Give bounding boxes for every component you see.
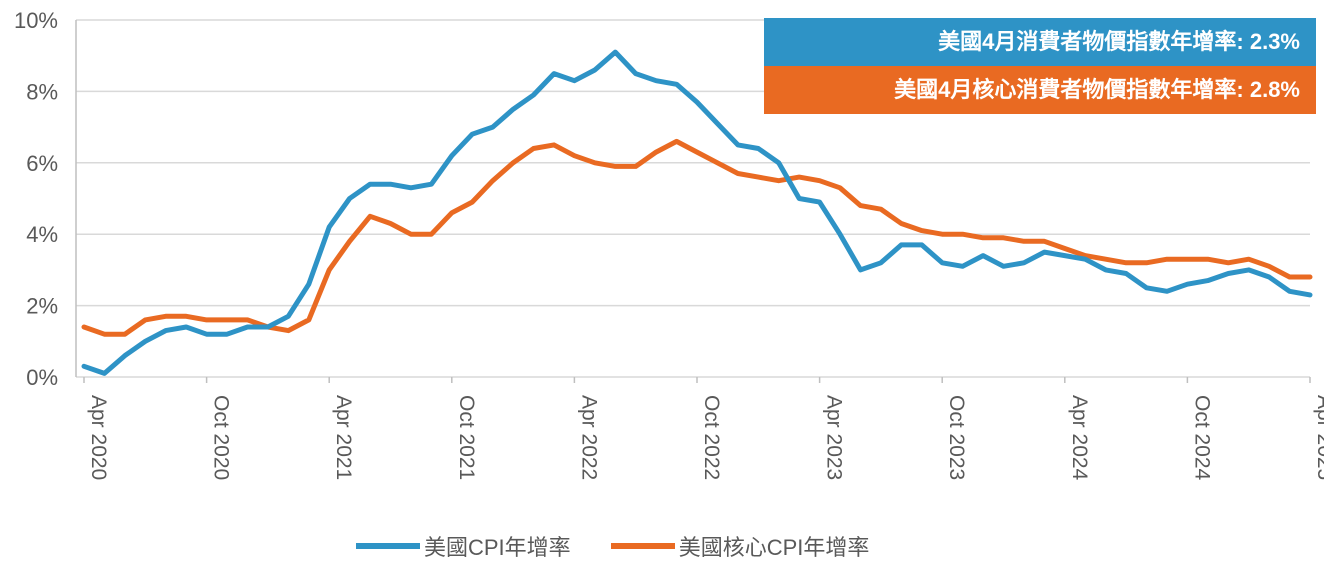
y-tick-label: 4%	[26, 222, 58, 247]
cpi-annotation-banner: 美國4月消費者物價指數年增率: 2.3%	[764, 18, 1316, 66]
y-tick-label: 10%	[14, 8, 58, 33]
x-tick-label: Apr 2022	[577, 395, 600, 480]
x-tick-label: Apr 2021	[332, 395, 355, 480]
y-tick-label: 2%	[26, 294, 58, 319]
series-lines	[81, 49, 1313, 376]
y-tick-label: 6%	[26, 151, 58, 176]
x-tick-label: Apr 2024	[1068, 395, 1091, 481]
x-tick-label: Oct 2023	[945, 395, 968, 480]
x-tick-label: Apr 2025	[1313, 395, 1324, 480]
core-cpi-series-line	[81, 138, 1313, 337]
y-tick-label: 8%	[26, 79, 58, 104]
core-cpi-annotation-banner: 美國4月核心消費者物價指數年增率: 2.8%	[764, 66, 1316, 114]
x-tick-label: Oct 2020	[210, 395, 233, 480]
cpi-series-line	[81, 49, 1313, 376]
legend-item-cpi: 美國CPI年增率	[356, 530, 571, 562]
x-axis-ticks: Apr 2020 Oct 2020 Apr 2021 Oct 2021 Apr 2022…	[83, 377, 1324, 481]
legend-label-core-cpi: 美國核心CPI年增率	[678, 535, 870, 560]
legend-label-cpi: 美國CPI年增率	[424, 535, 571, 560]
x-tick-label: Oct 2021	[455, 395, 478, 480]
legend-swatch-cpi	[356, 543, 420, 549]
legend-swatch-core-cpi	[610, 543, 675, 549]
gridlines	[75, 19, 1310, 378]
legend: 美國CPI年增率 美國核心CPI年增率	[356, 530, 909, 562]
x-tick-label: Oct 2022	[700, 395, 723, 480]
x-tick-label: Apr 2020	[87, 395, 110, 480]
y-axis-ticks: 0% 2% 4% 6% 8% 10%	[14, 8, 58, 390]
y-tick-label: 0%	[26, 365, 58, 390]
x-tick-label: Apr 2023	[823, 395, 846, 480]
legend-item-core-cpi: 美國核心CPI年增率	[610, 530, 870, 562]
x-tick-label: Oct 2024	[1190, 395, 1213, 481]
